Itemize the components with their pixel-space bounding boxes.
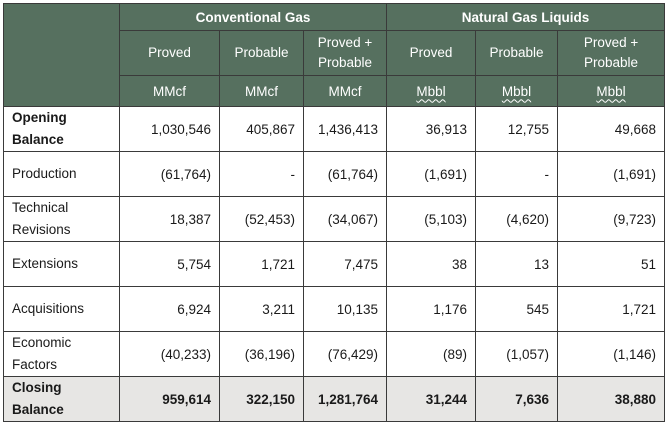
header-line: Probable [584,55,639,70]
ngl-header: Natural Gas Liquids [386,3,666,31]
row-label-line: Balance [12,402,64,417]
row-label: Economic Factors [3,331,120,377]
row-label-line: Revisions [12,222,71,237]
table-cell: 1,030,546 [119,106,220,152]
row-label: Production [3,151,120,197]
ngl-probable-header: Probable [475,30,559,76]
table-cell: (36,196) [219,331,304,377]
table-row-technical-revisions: Technical Revisions 18,387 (52,453) (34,0… [3,196,666,242]
group-header-row: Conventional Gas Natural Gas Liquids [3,3,666,107]
ngl-unit-text: Mbbl [596,83,626,99]
table-cell: (5,103) [386,196,477,242]
table-cell: 18,387 [119,196,220,242]
table-cell: 1,176 [386,286,477,332]
ngl-unit: Mbbl [386,75,477,107]
table-row-opening-balance: Opening Balance 1,030,546 405,867 1,436,4… [3,106,666,152]
table-row-extensions: Extensions 5,754 1,721 7,475 38 13 51 [3,241,666,287]
row-label: Extensions [3,241,120,287]
category-header-row: Proved Probable Proved + Probable Proved… [4,30,666,76]
table-cell: 13 [475,241,559,287]
table-row-economic-factors: Economic Factors (40,233) (36,196) (76,42… [3,331,666,377]
table-cell: - [219,151,304,197]
table-cell: 10,135 [302,286,388,332]
gas-proved-header: Proved [119,30,220,76]
table-cell: 7,636 [475,376,559,422]
table-cell: 51 [557,241,666,287]
row-label: Opening Balance [3,106,120,152]
table-cell: (1,057) [475,331,559,377]
table-cell: 7,475 [302,241,388,287]
table-cell: 12,755 [475,106,559,152]
gas-unit: MMcf [302,75,388,107]
unit-header-row: MMcf MMcf MMcf Mbbl Mbbl Mbbl [4,75,666,107]
table-cell: (9,723) [557,196,666,242]
row-label-line: Technical [12,200,69,215]
table-cell: 1,436,413 [302,106,388,152]
ngl-unit-text: Mbbl [501,83,532,99]
table-row-acquisitions: Acquisitions 6,924 3,211 10,135 1,176 54… [3,286,666,332]
table-cell: 6,924 [119,286,220,332]
table-row-closing-balance: Closing Balance 959,614 322,150 1,281,764… [3,376,666,422]
table-cell: 1,281,764 [302,376,388,422]
table-cell: (4,620) [475,196,559,242]
row-label: Technical Revisions [3,196,120,242]
corner-cell [3,3,120,107]
row-label: Closing Balance [3,376,120,422]
table-cell: 36,913 [386,106,477,152]
header-line: Proved + [317,35,373,50]
row-label: Acquisitions [3,286,120,332]
table-row-production: Production (61,764) - (61,764) (1,691) -… [3,151,666,197]
reserves-table: Conventional Gas Natural Gas Liquids Pro… [3,3,666,422]
ngl-unit: Mbbl [557,75,666,107]
row-label-line: Opening [12,110,67,125]
table-cell: - [475,151,559,197]
table-cell: (76,429) [302,331,388,377]
table-cell: 38,880 [557,376,666,422]
table-cell: (61,764) [302,151,388,197]
table-cell: (40,233) [119,331,220,377]
row-label-line: Closing [12,380,62,395]
gas-unit: MMcf [219,75,304,107]
row-label-line: Factors [12,357,58,372]
table-cell: 31,244 [386,376,477,422]
ngl-unit-text: Mbbl [416,83,446,99]
table-cell: (89) [386,331,477,377]
table-cell: 959,614 [119,376,220,422]
ngl-unit: Mbbl [475,75,559,107]
table-cell: 1,721 [219,241,304,287]
conventional-gas-header: Conventional Gas [118,3,388,31]
gas-probable-header: Probable [219,30,304,76]
table-cell: (1,146) [557,331,666,377]
row-label-line: Economic [12,335,72,350]
gas-unit: MMcf [119,75,220,107]
row-label-line: Balance [12,132,64,147]
gas-proved-probable-header: Proved + Probable [302,30,388,76]
header-line: Proved + [583,35,639,50]
table-cell: (52,453) [219,196,304,242]
table-cell: 1,721 [557,286,666,332]
table-cell: 405,867 [219,106,304,152]
ngl-proved-probable-header: Proved + Probable [557,30,666,76]
table-cell: 322,150 [219,376,304,422]
table-cell: 49,668 [557,106,666,152]
header-line: Probable [317,55,373,70]
table-cell: 5,754 [119,241,220,287]
table-cell: 38 [386,241,477,287]
table-cell: (1,691) [386,151,477,197]
table-cell: (61,764) [119,151,220,197]
table-cell: (34,067) [302,196,388,242]
table-cell: 3,211 [219,286,304,332]
ngl-proved-header: Proved [386,30,477,76]
table-cell: (1,691) [557,151,666,197]
table-cell: 545 [475,286,559,332]
